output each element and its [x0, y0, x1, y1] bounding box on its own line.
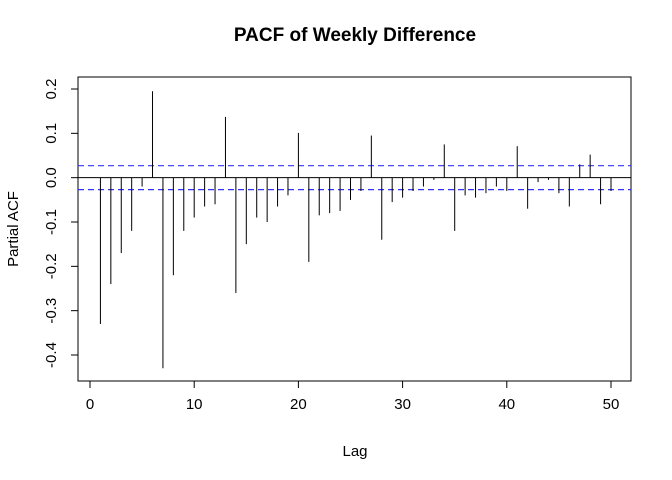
- chart-title: PACF of Weekly Difference: [234, 25, 476, 46]
- x-tick-label: 20: [290, 396, 307, 413]
- y-tick-label: -0.4: [43, 342, 60, 368]
- confidence-bounds: [78, 165, 631, 191]
- y-axis-label: Partial ACF: [5, 191, 22, 267]
- x-axis: 0 10 20 30 40 50: [86, 380, 620, 413]
- x-tick-label: 50: [603, 396, 620, 413]
- y-axis: -0.4 -0.3 -0.2 -0.1 0.0 0.1 0.2: [43, 79, 79, 368]
- y-tick-label: 0.1: [43, 123, 60, 144]
- x-tick-label: 30: [394, 396, 411, 413]
- plot-frame: [77, 76, 632, 382]
- y-tick-label: -0.2: [43, 253, 60, 279]
- y-tick-label: 0.0: [43, 167, 60, 188]
- x-axis-label: Lag: [342, 443, 367, 460]
- x-tick-label: 0: [86, 396, 94, 413]
- x-tick-label: 40: [498, 396, 515, 413]
- x-tick-label: 10: [186, 396, 203, 413]
- y-tick-label: 0.2: [43, 79, 60, 100]
- pacf-spikes: [99, 91, 612, 369]
- y-tick-label: -0.1: [43, 209, 60, 235]
- y-tick-label: -0.3: [43, 298, 60, 324]
